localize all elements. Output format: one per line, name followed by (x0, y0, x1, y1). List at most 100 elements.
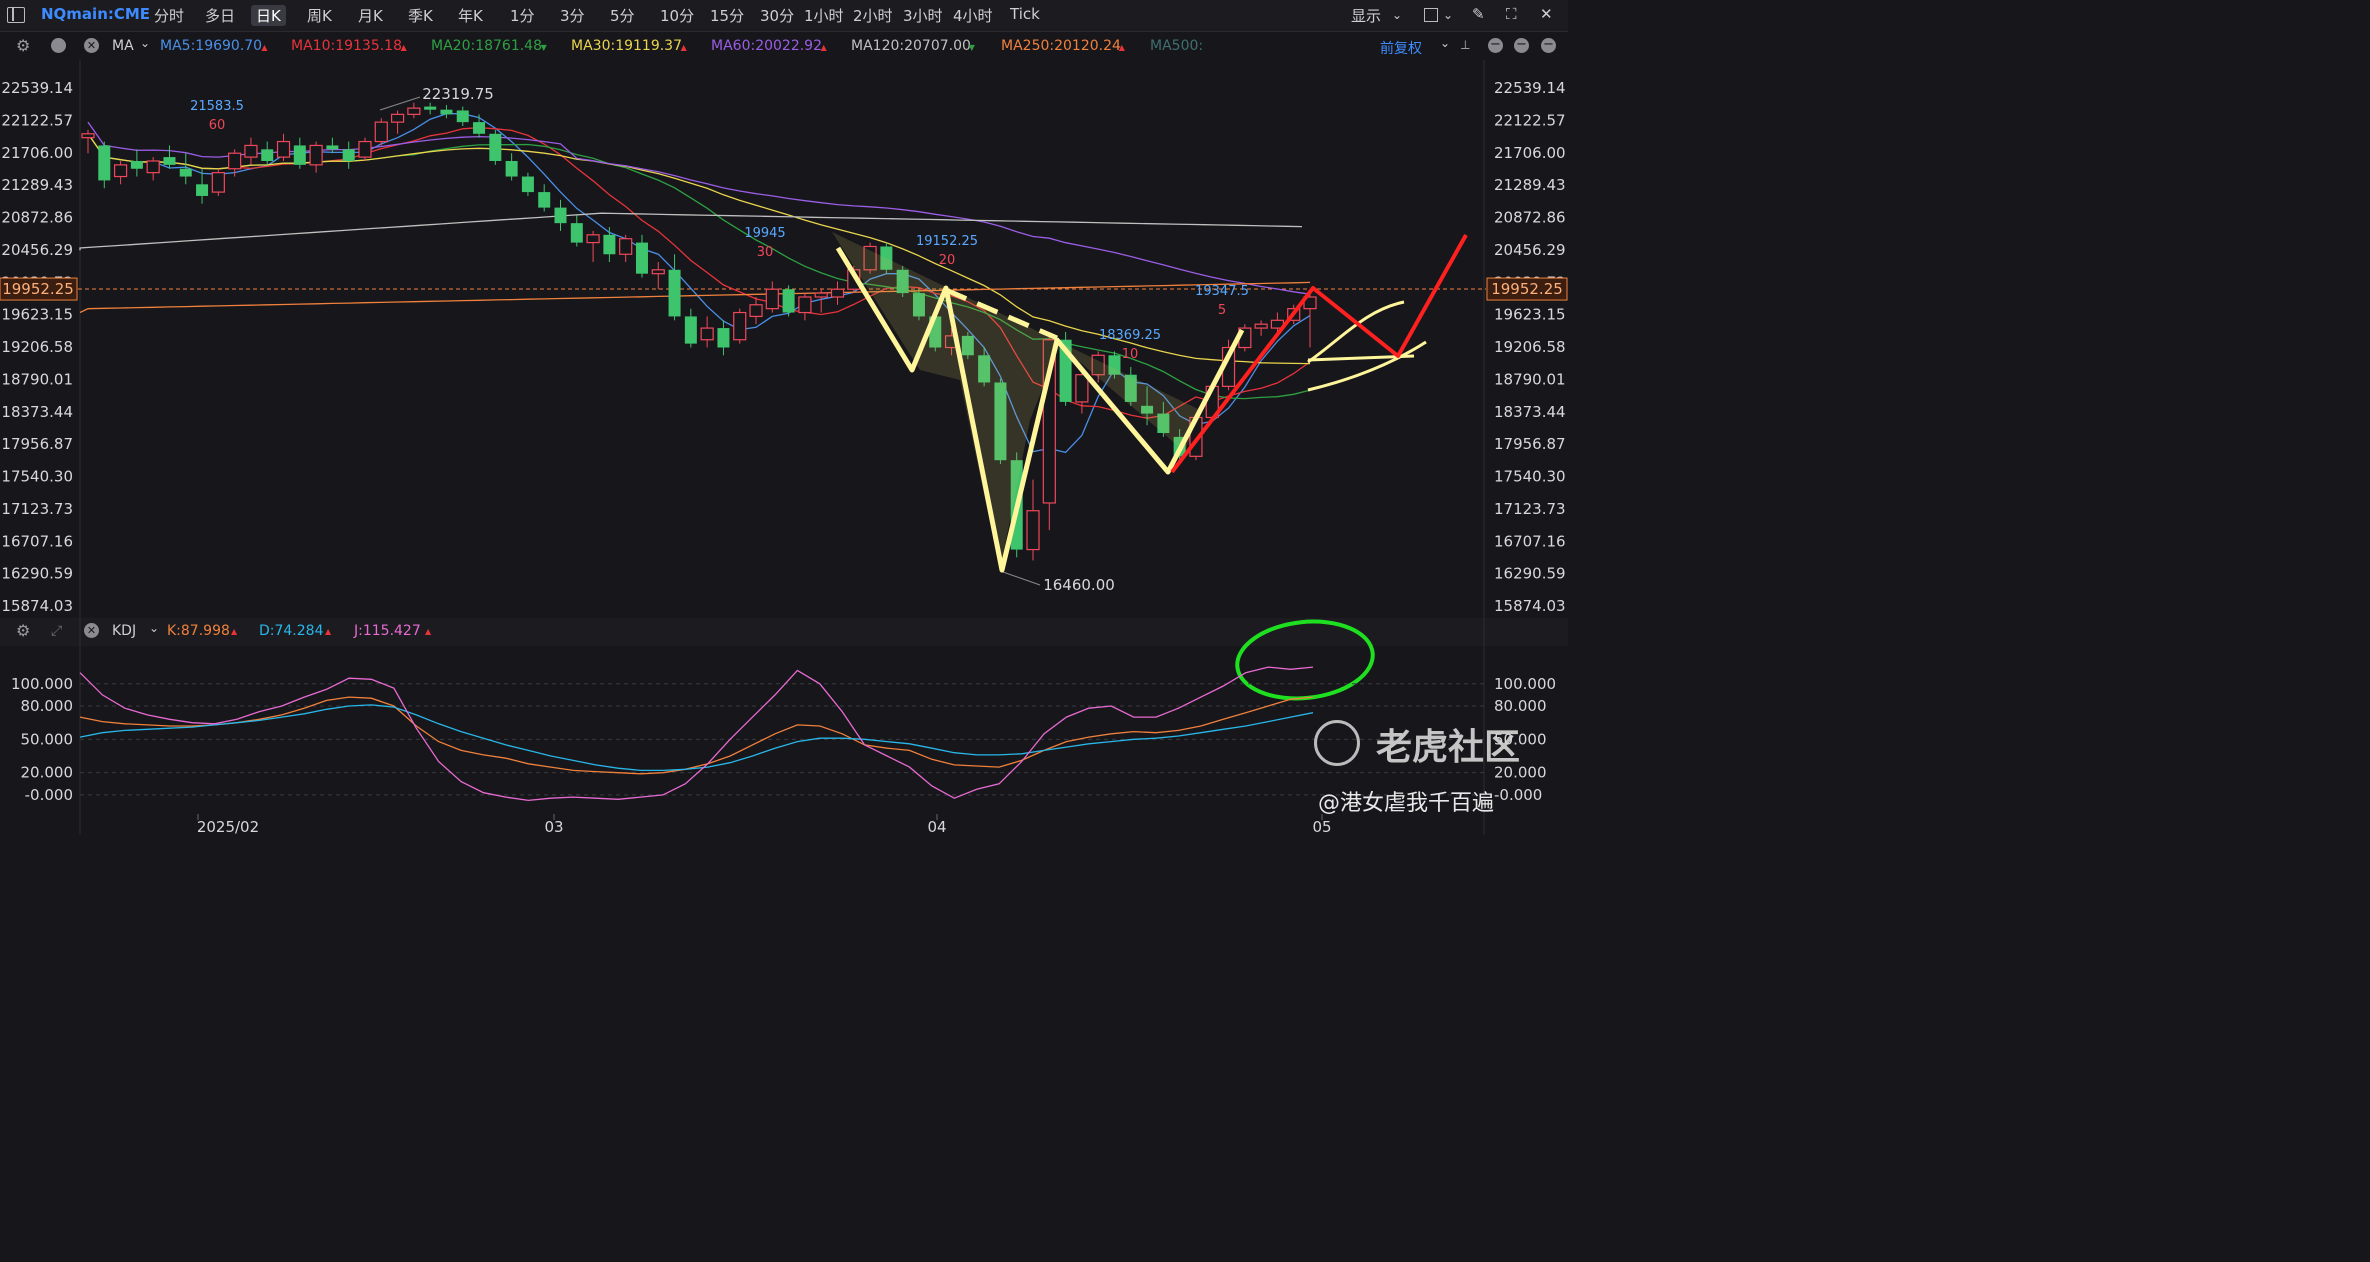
chevron-down-icon[interactable]: ⌄ (1440, 36, 1451, 50)
period-tab-3[interactable]: 周K (307, 7, 332, 25)
y-tick-right: 17123.73 (1494, 500, 1566, 518)
period-tab-5[interactable]: 季K (408, 7, 433, 25)
ma-label-6[interactable]: MA250:20120.24 (1001, 38, 1121, 54)
axis-settings-icon[interactable]: ⟂ (1461, 38, 1470, 53)
y-tick-left: 17540.30 (1, 468, 73, 486)
sidebar-toggle-icon[interactable] (7, 7, 25, 23)
period-tab-17[interactable]: Tick (1010, 5, 1040, 23)
chevron-down-icon[interactable]: ⌄ (1443, 8, 1454, 22)
period-toolbar: NQmain:CME 分时 多日 日K 周K 月K 季K 年K 1分 3分 5分 10分 15分 30分… (0, 0, 1568, 32)
ma-type-label[interactable]: MA (112, 38, 134, 54)
candle-body (880, 246, 893, 270)
candle-body (863, 245, 877, 271)
period-tab-6[interactable]: 年K (458, 7, 483, 25)
candle-body (293, 145, 306, 165)
chevron-down-icon[interactable]: ⌄ (149, 621, 160, 635)
y-tick-right: 16707.16 (1494, 532, 1566, 550)
adjust-label[interactable]: 前复权 (1380, 41, 1422, 57)
y-tick-left: 15874.03 (1, 597, 73, 615)
candle-body (944, 335, 959, 349)
y-tick-left: 18790.01 (1, 370, 73, 388)
layout-icon[interactable] (1424, 8, 1438, 22)
yellow-projection (1307, 340, 1427, 392)
chevron-down-icon[interactable]: ⌄ (1392, 8, 1403, 22)
period-tab-7[interactable]: 1分 (510, 7, 535, 25)
candle-body (473, 122, 486, 134)
ma-label-7[interactable]: MA500: (1150, 38, 1204, 54)
chevron-down-icon[interactable]: ⌄ (140, 36, 151, 50)
kdj-line-d (79, 704, 1314, 772)
candle-body (1042, 339, 1056, 504)
kdj-y-tick-left: -0.000 (25, 786, 73, 804)
minus-circle-icon[interactable]: − (1488, 38, 1503, 53)
kdj-y-tick-left: 100.000 (11, 675, 73, 693)
period-tab-9[interactable]: 5分 (610, 7, 635, 25)
candle-body (619, 238, 633, 255)
candle-body (994, 382, 1007, 461)
candle-body (1108, 355, 1121, 375)
price-annotation: 22319.75 (422, 85, 494, 103)
period-tab-16[interactable]: 4小时 (953, 7, 993, 25)
close-circle-icon[interactable]: ✕ (84, 38, 99, 53)
minus-circle-icon[interactable]: − (1541, 38, 1556, 53)
ma-label-5[interactable]: MA120:20707.00 (851, 38, 971, 54)
period-tab-1[interactable]: 多日 (205, 7, 236, 25)
kdj-d-value: D:74.284 (259, 623, 324, 639)
candle-body (521, 176, 534, 193)
candle-body (1157, 413, 1170, 434)
ma-label-0[interactable]: MA5:19690.70 (160, 38, 263, 54)
gear-icon[interactable]: ⚙ (16, 36, 31, 55)
minus-circle-icon[interactable]: − (1514, 38, 1529, 53)
annotation-period: 30 (757, 245, 774, 260)
period-tab-14[interactable]: 2小时 (853, 7, 893, 25)
candle-body (456, 110, 469, 123)
period-tab-8[interactable]: 3分 (560, 7, 585, 25)
ma-label-2[interactable]: MA20:18761.48 (431, 38, 542, 54)
candle-body (1173, 436, 1186, 457)
kdj-y-tick-left: 80.000 (21, 697, 74, 715)
ma-line-ma10 (87, 126, 1311, 419)
gear-icon[interactable]: ⚙ (16, 621, 31, 640)
watermark-logo-text: 老虎社区 (1376, 727, 1521, 768)
pen-icon[interactable]: ✎ (1472, 5, 1485, 23)
ma-label-4[interactable]: MA60:20022.92 (711, 38, 822, 54)
y-tick-left: 20039.72 (1, 273, 73, 291)
shaded-pattern-area (832, 232, 1200, 570)
y-tick-left: 17956.87 (1, 435, 73, 453)
kdj-type-label[interactable]: KDJ (112, 623, 137, 639)
period-tab-12[interactable]: 30分 (760, 7, 795, 25)
price-chart[interactable]: 22539.14 22539.14 22122.57 22122.57 21706.00… (0, 0, 1568, 835)
fullscreen-icon[interactable]: ⛶ (1506, 5, 1517, 23)
ma-indicator-bar (0, 32, 1568, 62)
kdj-y-tick-left: 20.000 (21, 764, 74, 782)
y-tick-right: 16290.59 (1494, 565, 1566, 583)
period-tab-15[interactable]: 3小时 (903, 7, 943, 25)
annotation-period: 60 (209, 118, 226, 133)
period-tab-13[interactable]: 1小时 (804, 7, 844, 25)
y-tick-right: 21289.43 (1494, 176, 1566, 194)
period-tab-0[interactable]: 分时 (154, 7, 185, 25)
candle-body (1221, 346, 1236, 387)
candle-body (146, 160, 160, 174)
display-menu[interactable]: 显示 (1351, 7, 1382, 25)
period-tab-4[interactable]: 月K (358, 7, 383, 25)
close-icon[interactable]: ✕ (1540, 5, 1553, 23)
period-tab-2[interactable]: 日K (251, 5, 286, 26)
period-tab-11[interactable]: 15分 (710, 7, 745, 25)
y-tick-right: 21706.00 (1494, 144, 1566, 162)
ma-line-ma5 (87, 113, 1311, 454)
ma-label-1[interactable]: MA10:19135.18 (291, 38, 402, 54)
candle-body (81, 133, 95, 139)
ma-label-3[interactable]: MA30:19119.37 (571, 38, 682, 54)
annotation-period: 5 (1218, 303, 1226, 318)
period-tab-10[interactable]: 10分 (660, 7, 695, 25)
close-circle-icon[interactable]: ✕ (84, 623, 99, 638)
annotation-period: 20 (939, 253, 956, 268)
trend-arrow-icon: ▲ (680, 43, 687, 52)
current-price-right: 19952.25 (1491, 280, 1563, 298)
candle-body (326, 145, 339, 150)
x-tick-label: 03 (544, 818, 563, 835)
eye-icon[interactable] (51, 38, 66, 53)
expand-icon[interactable]: ⤢ (51, 623, 63, 639)
symbol-label[interactable]: NQmain:CME (41, 5, 151, 23)
